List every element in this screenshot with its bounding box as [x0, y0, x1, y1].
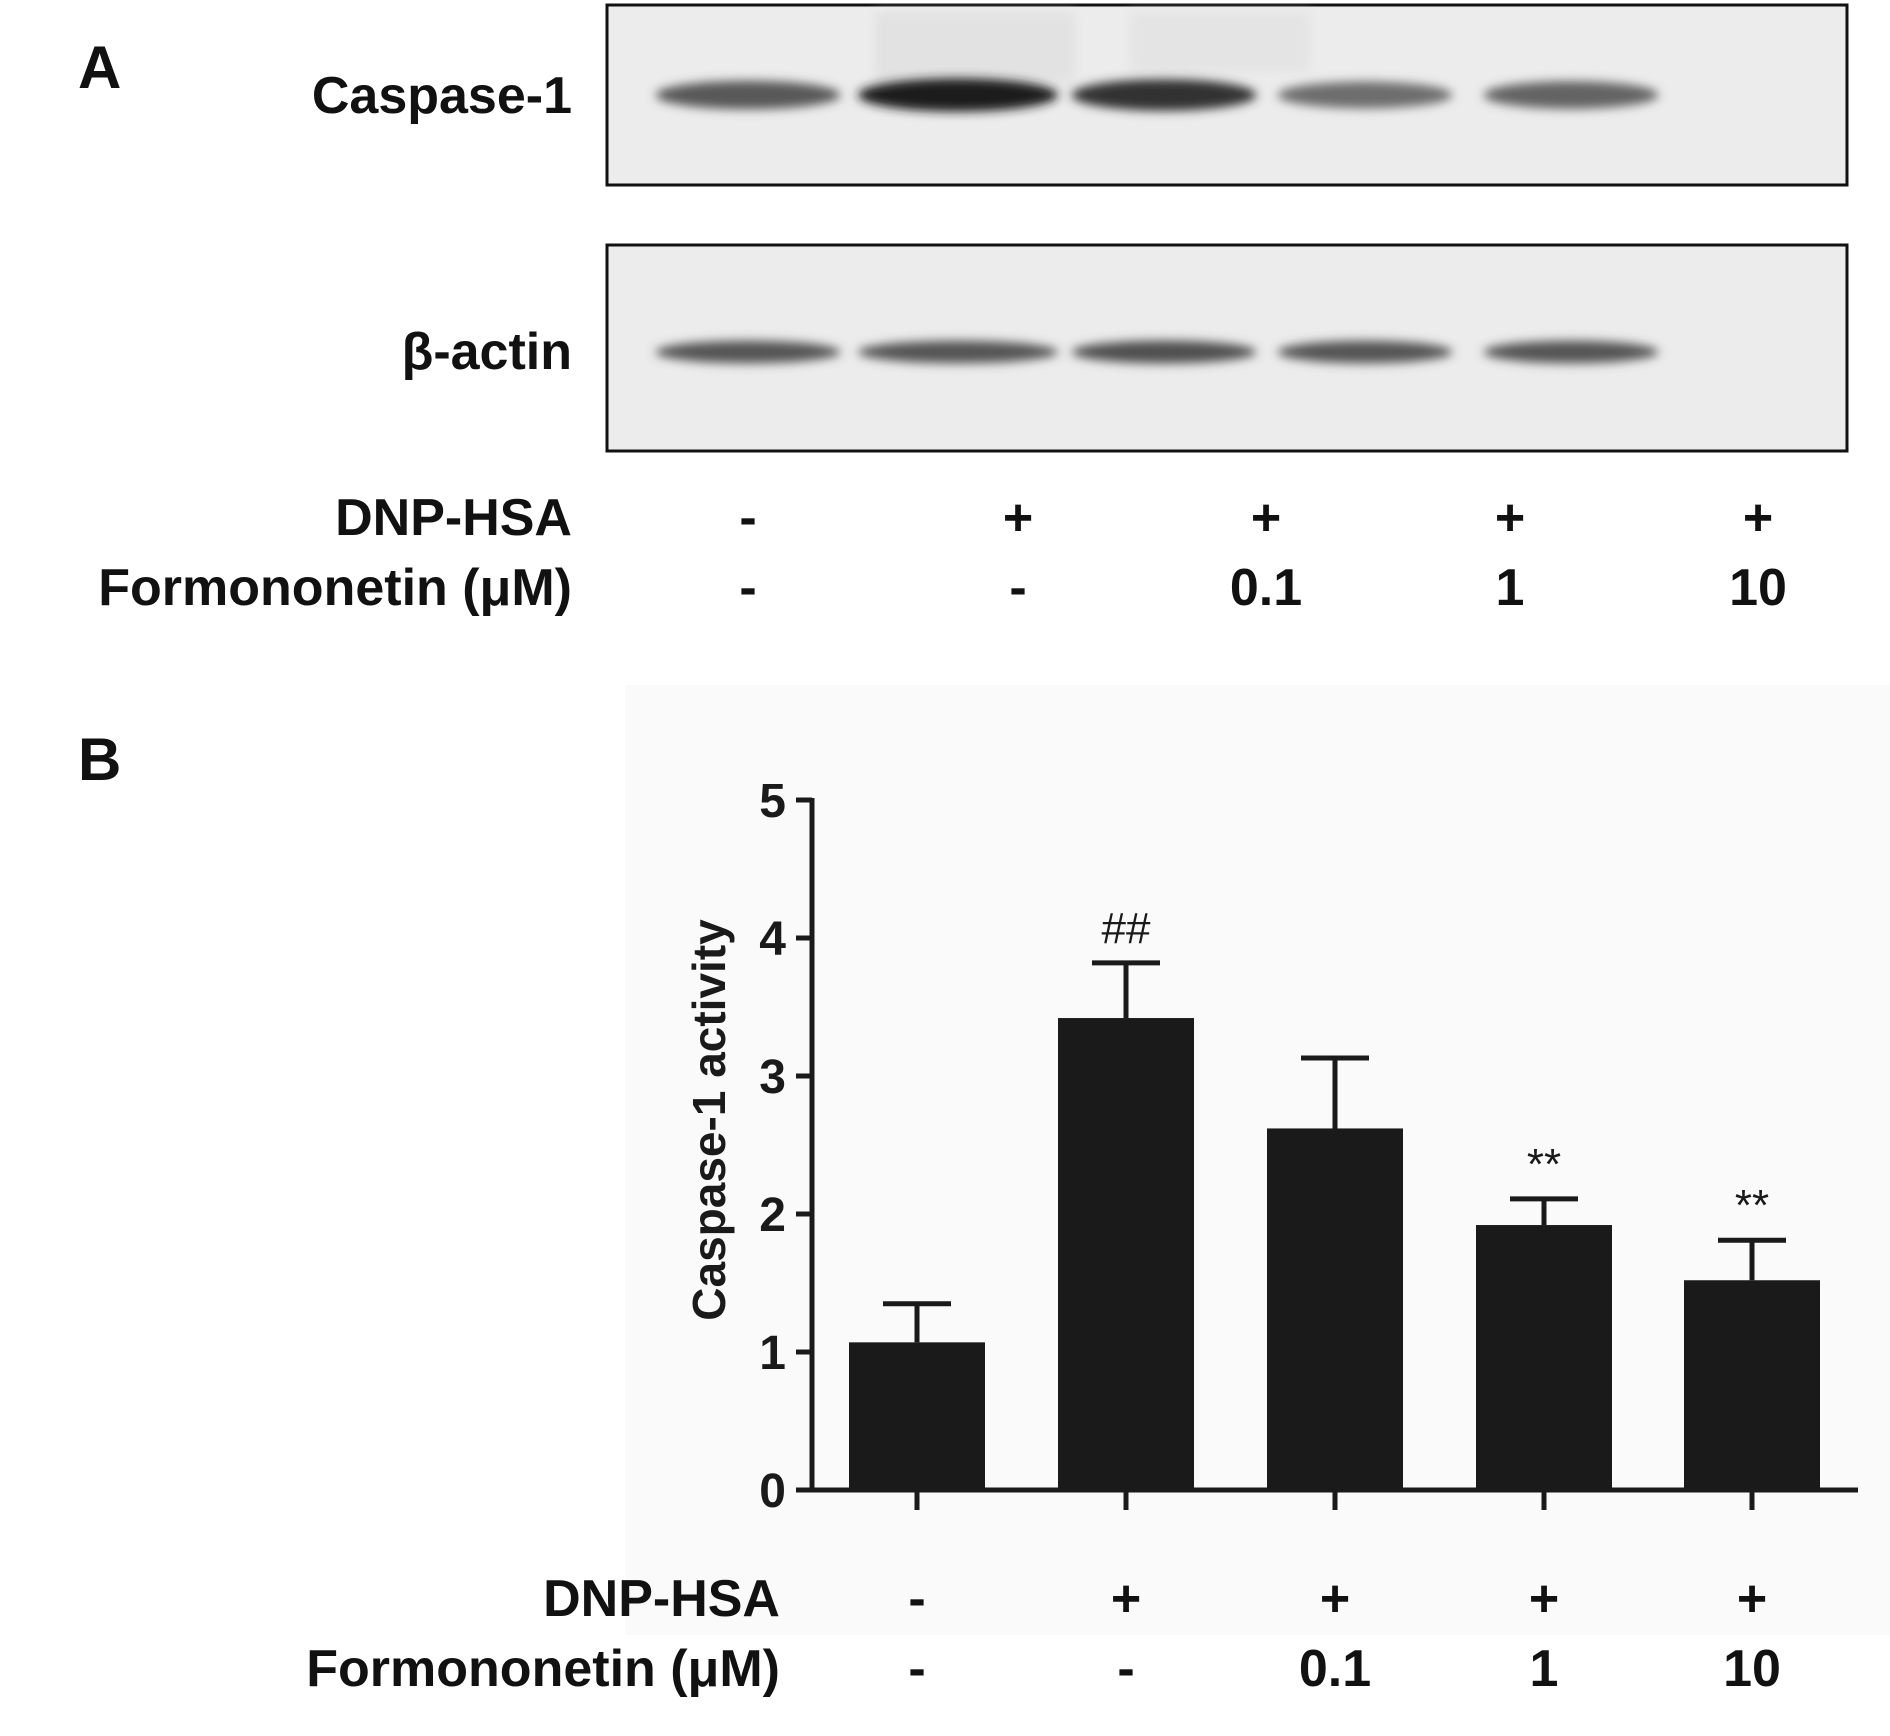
- panel-a-formononetin-value-1: -: [1009, 559, 1027, 617]
- y-axis-label: Caspase-1 activity: [683, 919, 735, 1321]
- panel-a-dnp-hsa-value-4: +: [1742, 489, 1774, 547]
- blot-band-1-0: [655, 340, 841, 364]
- blot-band-1-1: [858, 340, 1058, 364]
- panel-b-formononetin-value-2: 0.1: [1298, 1640, 1372, 1698]
- significance-mark-3: **: [1527, 1140, 1561, 1189]
- panel-b-formononetin-value-4: 10: [1723, 1640, 1781, 1698]
- panel-a-letter: A: [78, 34, 122, 101]
- western-blot-image: [605, 3, 1849, 453]
- bar-1: [1058, 1018, 1194, 1490]
- panel-a-formononetin-label: Formononetin (μM): [98, 559, 572, 617]
- blot-band-0-3: [1277, 81, 1453, 109]
- panel-a-formononetin-value-2: 0.1: [1229, 559, 1303, 617]
- significance-mark-1: ##: [1102, 904, 1151, 953]
- panel-b-formononetin-value-0: -: [908, 1640, 926, 1698]
- panel-b-formononetin-value-1: -: [1117, 1640, 1135, 1698]
- blot-label-beta-actin: β-actin: [401, 323, 572, 381]
- panel-a-formononetin-value-4: 10: [1729, 559, 1787, 617]
- blot-band-0-0: [655, 80, 841, 110]
- blot-band-1-3: [1277, 340, 1453, 364]
- panel-a-formononetin-value-0: -: [739, 559, 757, 617]
- blot-band-0-4: [1483, 81, 1659, 109]
- blot-caspase-1: [605, 3, 1849, 187]
- bar-0: [849, 1342, 985, 1490]
- panel-a-dnp-hsa-value-1: +: [1002, 489, 1034, 547]
- panel-a-dnp-hsa-value-2: +: [1250, 489, 1282, 547]
- panel-a-dnp-hsa-value-3: +: [1494, 489, 1526, 547]
- blot-band-0-2: [1071, 79, 1257, 111]
- panel-a-formononetin-value-3: 1: [1495, 559, 1525, 617]
- panel-b-formononetin-value-3: 1: [1529, 1640, 1559, 1698]
- panel-b-letter: B: [78, 726, 122, 793]
- panel-b-dnp-hsa-value-1: +: [1110, 1570, 1142, 1628]
- y-tick-label-3: 3: [759, 1051, 786, 1104]
- bar-3: [1476, 1225, 1612, 1490]
- significance-mark-4: **: [1735, 1181, 1769, 1230]
- bar-4: [1684, 1280, 1820, 1490]
- chart-plot-background: [625, 685, 1890, 1635]
- panel-b-dnp-hsa-label: DNP-HSA: [543, 1570, 780, 1628]
- y-tick-label-2: 2: [759, 1189, 786, 1242]
- blot-band-1-2: [1071, 340, 1257, 364]
- panel-b-dnp-hsa-value-2: +: [1319, 1570, 1351, 1628]
- y-tick-label-5: 5: [759, 775, 786, 828]
- panel-b-formononetin-label: Formononetin (μM): [306, 1640, 780, 1698]
- blot-band-0-1: [858, 78, 1058, 112]
- panel-a-dnp-hsa-label: DNP-HSA: [335, 489, 572, 547]
- bar-2: [1267, 1128, 1403, 1490]
- y-tick-label-1: 1: [759, 1327, 786, 1380]
- panel-a-dnp-hsa-value-0: -: [739, 489, 757, 547]
- panel-b-dnp-hsa-value-0: -: [908, 1570, 926, 1628]
- y-tick-label-0: 0: [759, 1465, 786, 1518]
- blot-beta-actin: [605, 243, 1849, 453]
- y-tick-label-4: 4: [759, 913, 786, 966]
- panel-b-dnp-hsa-value-3: +: [1528, 1570, 1560, 1628]
- panel-b-dnp-hsa-value-4: +: [1736, 1570, 1768, 1628]
- blot-band-1-4: [1483, 340, 1659, 364]
- blot-label-caspase-1: Caspase-1: [311, 67, 572, 125]
